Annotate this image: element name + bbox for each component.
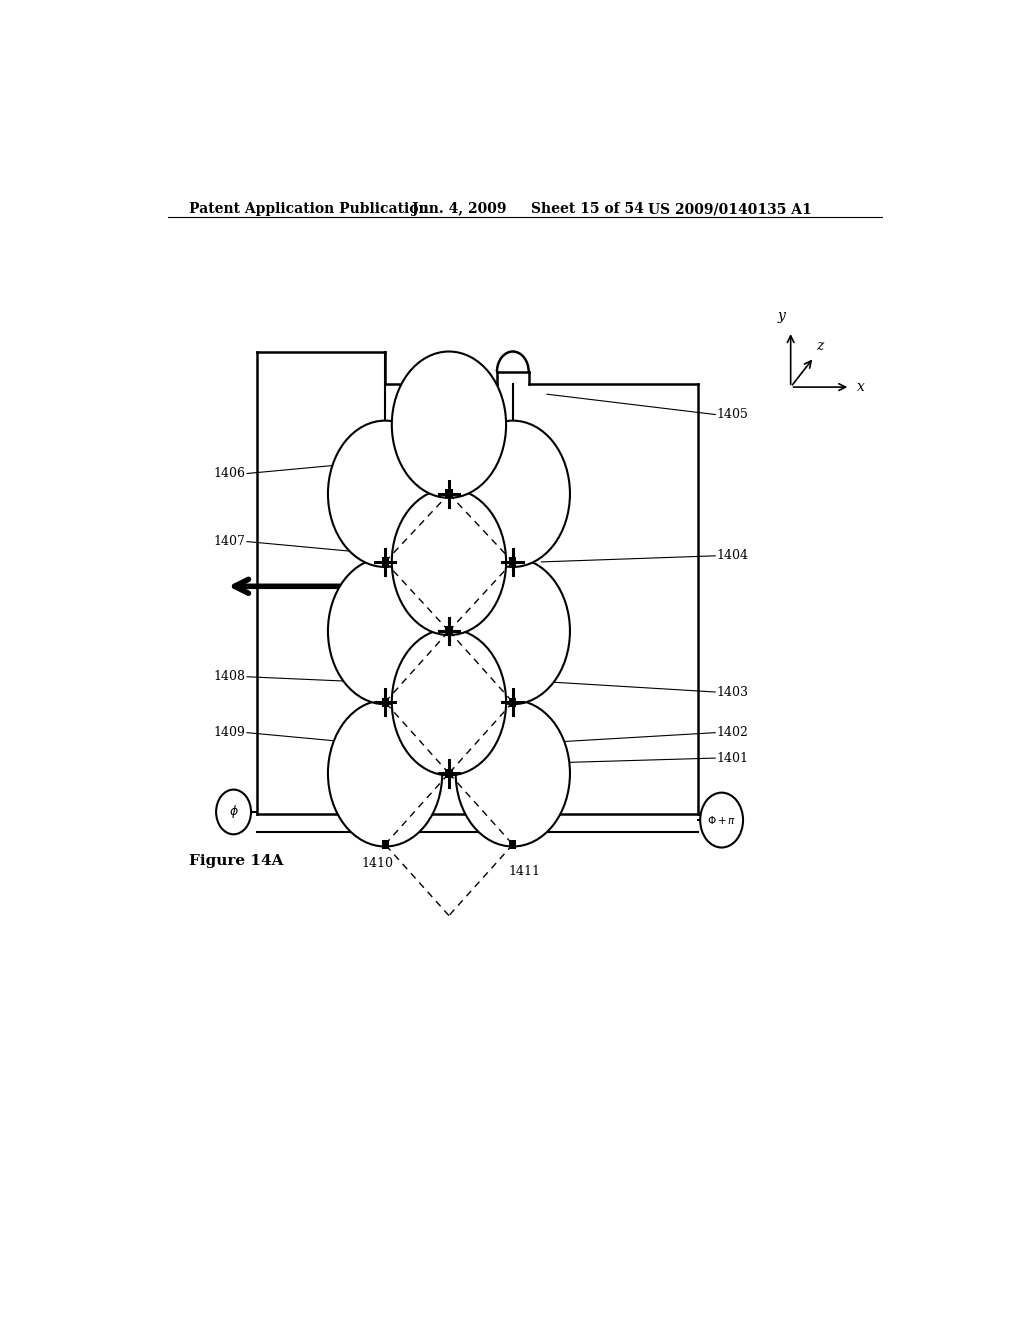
Text: US 2009/0140135 A1: US 2009/0140135 A1 [648,202,812,216]
Text: y: y [777,309,785,323]
Circle shape [456,421,570,568]
Text: 1409: 1409 [214,726,246,739]
Bar [382,840,389,849]
Text: Sheet 15 of 54: Sheet 15 of 54 [531,202,644,216]
Bar [445,627,453,636]
Circle shape [700,792,743,847]
Text: Patent Application Publication: Patent Application Publication [189,202,429,216]
Bar [382,557,389,566]
Circle shape [216,789,251,834]
Text: Jun. 4, 2009: Jun. 4, 2009 [412,202,507,216]
Text: 1410: 1410 [361,857,393,870]
Text: 1407: 1407 [214,535,246,548]
Bar [445,490,453,499]
Bar [445,768,453,777]
Circle shape [392,351,506,498]
Text: $\phi$: $\phi$ [228,804,239,821]
Bar [382,697,389,706]
Text: 1404: 1404 [717,549,749,562]
Bar [509,557,516,566]
Bar [509,697,516,706]
Circle shape [328,700,442,846]
Text: 1406: 1406 [213,467,246,480]
Text: z: z [816,339,823,352]
Text: 1408: 1408 [213,671,246,684]
Text: Figure 14A: Figure 14A [189,854,284,867]
Text: 1401: 1401 [717,751,749,764]
Circle shape [456,558,570,704]
Text: 1402: 1402 [717,726,749,739]
Circle shape [328,421,442,568]
Circle shape [392,488,506,635]
Bar [509,840,516,849]
Text: 1405: 1405 [717,408,749,421]
Text: x: x [856,380,864,395]
Circle shape [456,700,570,846]
Text: 1403: 1403 [717,685,749,698]
Text: $\Phi+\pi$: $\Phi+\pi$ [707,814,736,826]
Circle shape [392,630,506,775]
Text: 1411: 1411 [509,865,541,878]
Circle shape [328,558,442,704]
